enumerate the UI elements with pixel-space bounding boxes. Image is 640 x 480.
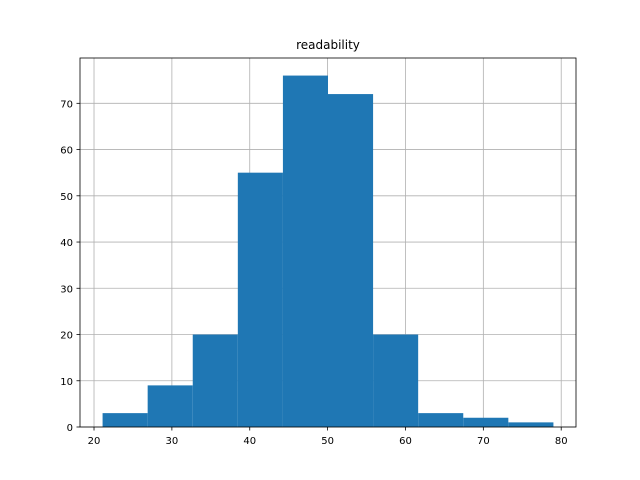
x-tick-label: 20 <box>88 436 101 447</box>
x-tick-label: 50 <box>321 436 334 447</box>
y-tick-label: 0 <box>67 423 73 434</box>
x-tick-label: 30 <box>166 436 179 447</box>
x-tick-label: 70 <box>477 436 490 447</box>
y-tick-label: 10 <box>60 377 73 388</box>
x-tick-label: 40 <box>243 436 256 447</box>
bar <box>147 385 193 427</box>
y-tick-label: 70 <box>60 99 73 110</box>
x-tick-label: 60 <box>399 436 412 447</box>
bar <box>102 413 148 427</box>
x-tick-label: 80 <box>555 436 568 447</box>
bar <box>237 172 283 427</box>
y-tick-label: 50 <box>60 192 73 203</box>
plot-frame <box>79 57 577 428</box>
y-tick-label: 60 <box>60 146 73 157</box>
y-tick-label: 40 <box>60 238 73 249</box>
y-tick-label: 30 <box>60 284 73 295</box>
chart-title: readability <box>296 38 360 52</box>
bar <box>418 413 464 427</box>
bar <box>508 422 554 427</box>
bars <box>102 75 554 428</box>
bar <box>373 334 419 427</box>
axes: 20 30 40 50 60 70 80 0 10 20 30 40 50 60 70 <box>60 57 577 447</box>
bar <box>463 417 509 427</box>
bar <box>192 334 238 427</box>
bar <box>282 75 328 428</box>
bar <box>328 94 374 427</box>
y-tick-label: 20 <box>60 331 73 342</box>
